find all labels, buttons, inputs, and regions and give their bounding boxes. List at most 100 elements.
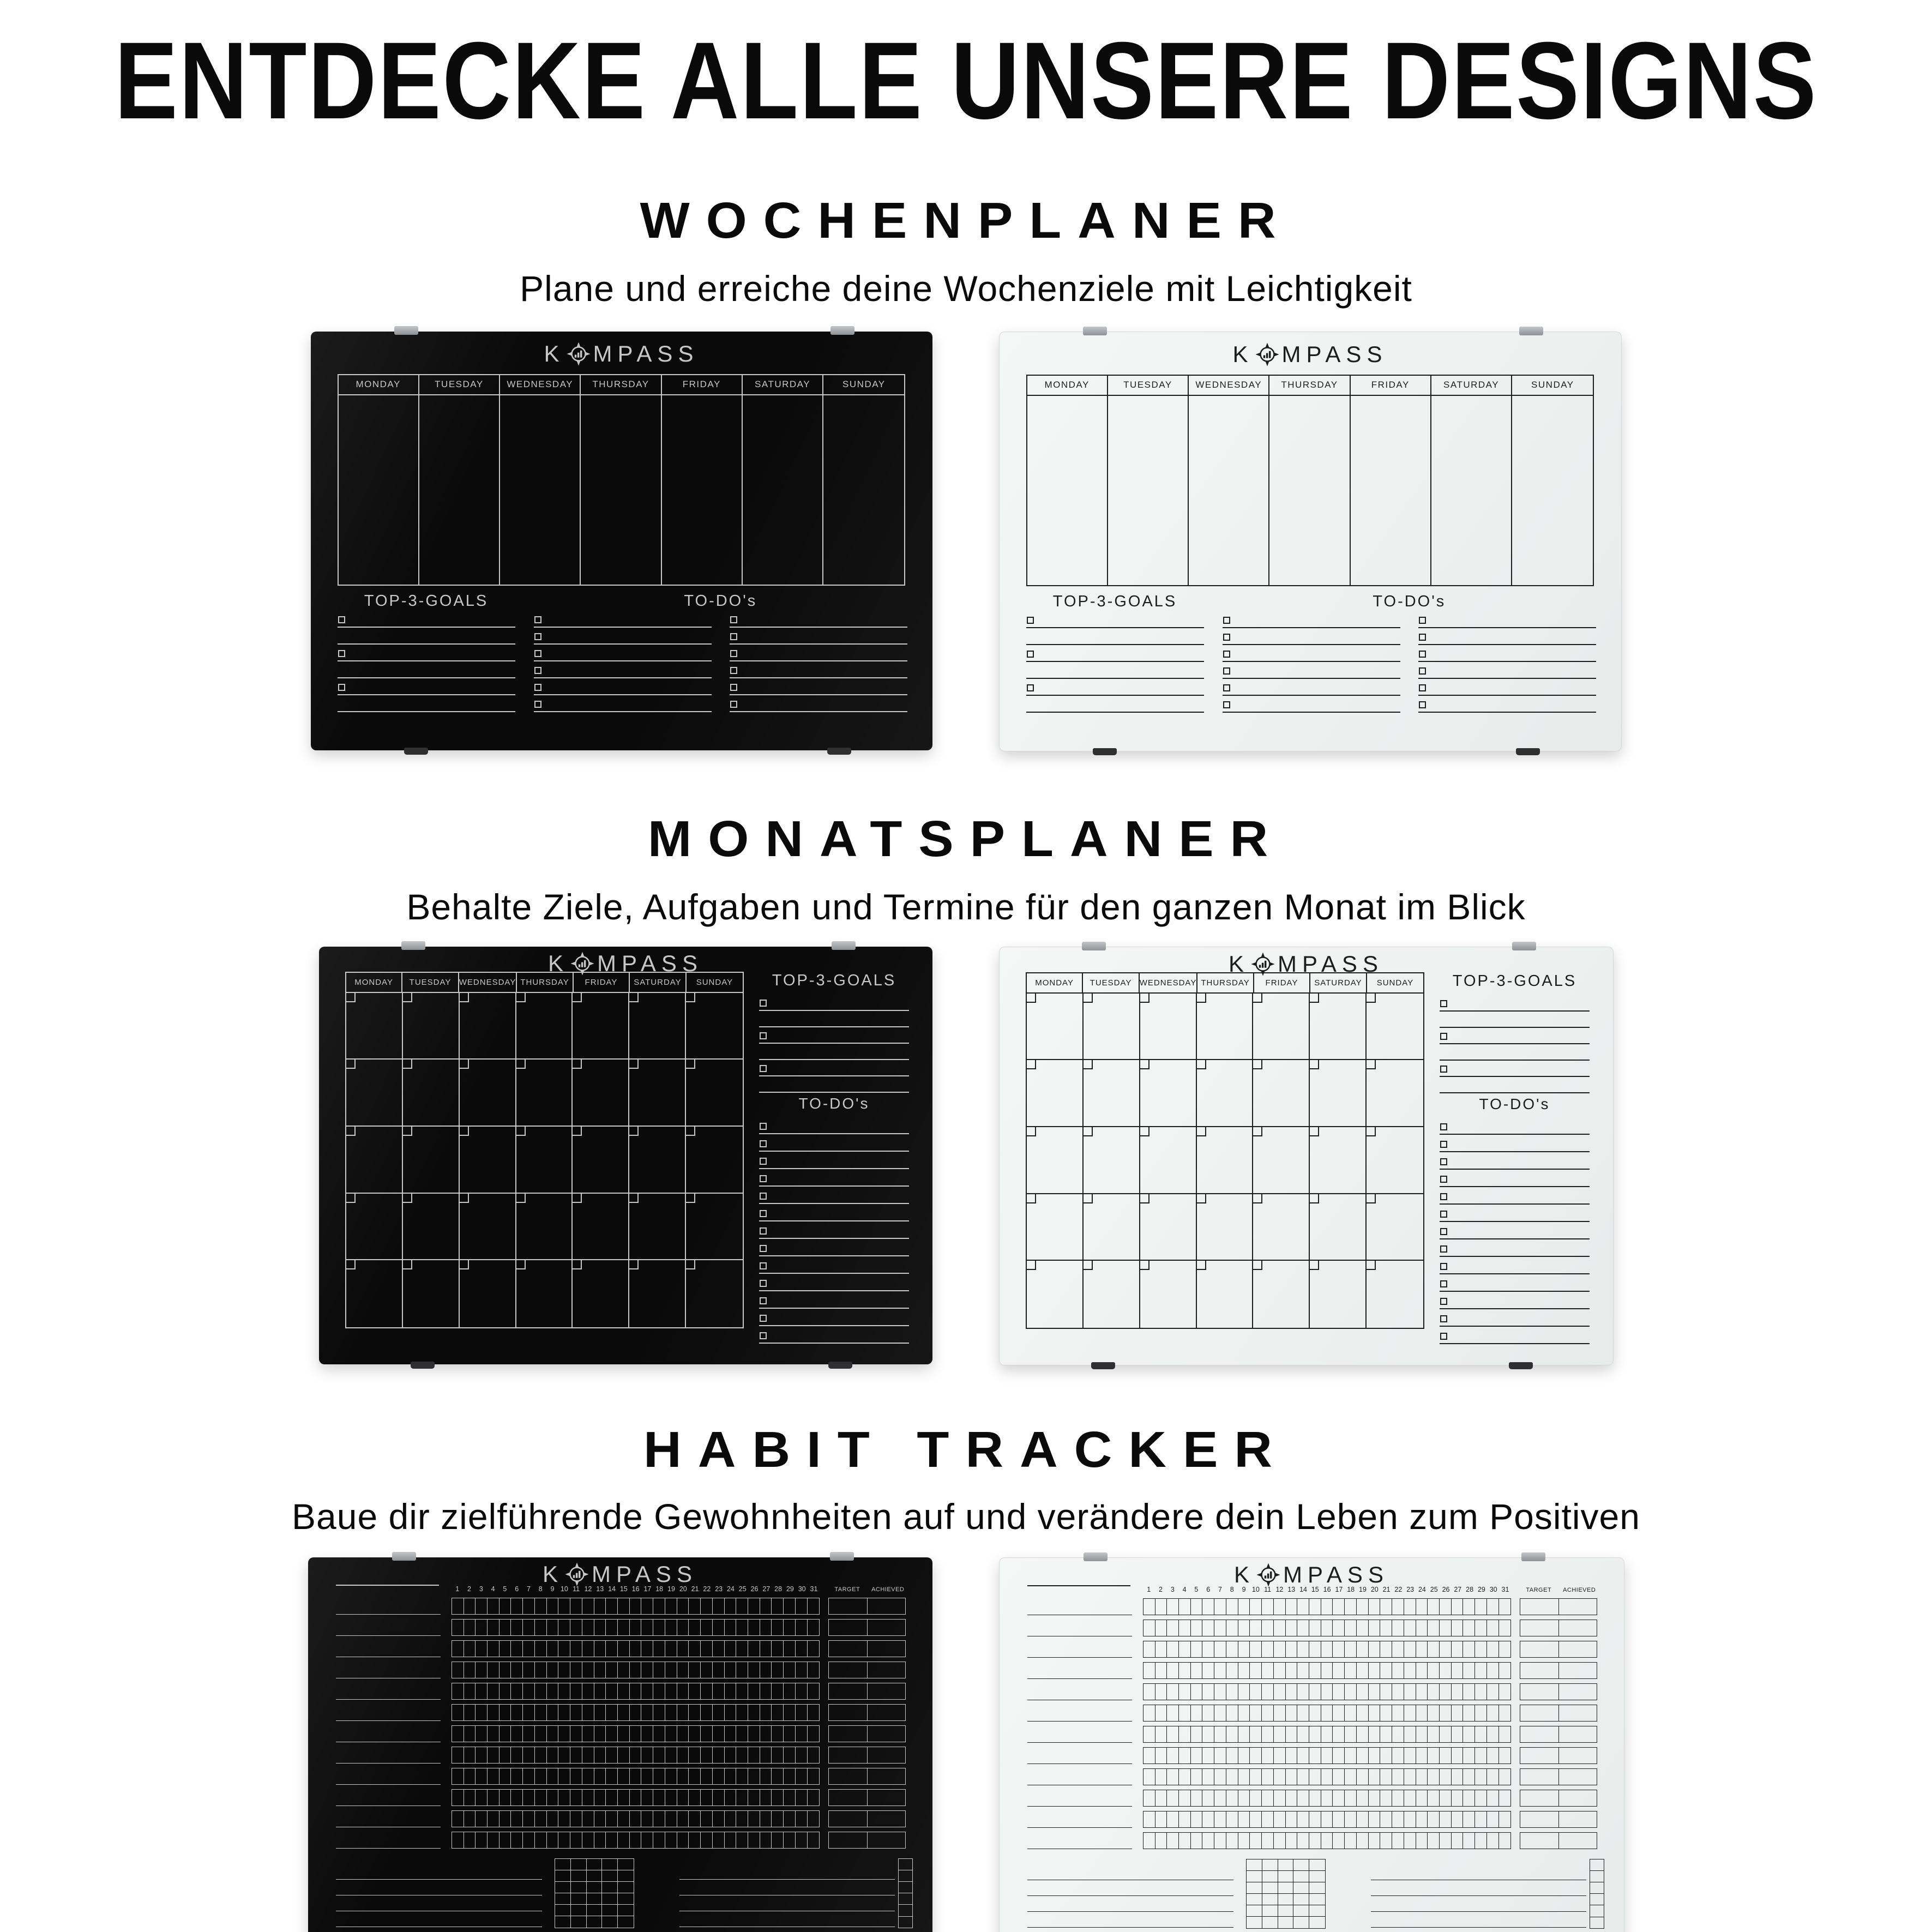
day-cell [1321, 1726, 1333, 1742]
day-number: 27 [762, 1585, 771, 1593]
writing-line [759, 1326, 909, 1344]
brand-letter: K [1229, 950, 1250, 977]
date-corner-box [1196, 1127, 1206, 1136]
day-cell [499, 1725, 511, 1742]
day-cell [1463, 1598, 1476, 1615]
date-corner-box [459, 992, 469, 1002]
day-cell [547, 1810, 559, 1827]
day-cell [784, 1725, 796, 1742]
writing-line [1440, 1239, 1590, 1257]
day-cell [570, 1662, 582, 1678]
day-cell [547, 1704, 559, 1720]
day-cell [1416, 1641, 1428, 1657]
side-box [898, 1893, 913, 1905]
day-header-monday: MONDAY [346, 972, 403, 992]
day-cell [1179, 1747, 1191, 1764]
day-cell [570, 1619, 582, 1635]
day-cell [1179, 1832, 1191, 1849]
date-cell [459, 992, 516, 1060]
habit-name-line [336, 1805, 441, 1806]
date-corner-box [686, 992, 696, 1002]
summary-cell [570, 1893, 587, 1905]
date-corner-box [1196, 993, 1206, 1003]
day-cell [1309, 1832, 1321, 1849]
day-cell [523, 1683, 535, 1699]
day-cell [547, 1640, 559, 1657]
day-number: 14 [608, 1585, 616, 1593]
day-cell [1274, 1747, 1286, 1764]
writing-line [759, 1027, 909, 1044]
day-cell [499, 1789, 511, 1805]
target-box [828, 1597, 868, 1615]
day-cell [476, 1704, 488, 1720]
checkbox [1418, 667, 1426, 675]
date-corner-box [686, 1193, 696, 1203]
writing-line [759, 1256, 909, 1274]
day-cell [1440, 1598, 1452, 1615]
day-cell [464, 1683, 476, 1699]
day-cell [618, 1619, 630, 1635]
tracker-row [308, 1831, 932, 1849]
day-cell [594, 1747, 606, 1763]
checkbox [760, 1262, 767, 1269]
day-number-row: 1 2 3 4 5 6 7 8 9 10 11 12 13 14 15 16 17 18 19 20 21 22 23 24 2… [452, 1586, 820, 1593]
day-cell [1274, 1768, 1286, 1785]
day-cell [1499, 1620, 1511, 1636]
day-cell [701, 1747, 713, 1763]
day-cell [701, 1768, 713, 1784]
brand-logo: K MPASS [311, 341, 932, 366]
day-cell [1380, 1705, 1393, 1721]
summary-cell [1246, 1870, 1262, 1882]
day-number: 20 [679, 1585, 687, 1593]
day-cell [1452, 1768, 1464, 1785]
checkbox [760, 1227, 767, 1235]
achieved-box [1558, 1768, 1598, 1785]
tracker-rows [308, 1597, 932, 1853]
date-cell [573, 992, 630, 1060]
target-box [828, 1831, 868, 1849]
achieved-box [867, 1831, 906, 1849]
day-cell [1321, 1747, 1333, 1764]
day-header-thursday: THURSDAY [581, 375, 662, 394]
day-cell [558, 1683, 571, 1699]
day-cell [1357, 1811, 1369, 1827]
day-header-tuesday: TUESDAY [402, 972, 459, 992]
summary-cell [1293, 1893, 1310, 1905]
writing-line [679, 1880, 895, 1895]
day-cell [1167, 1598, 1179, 1615]
summary-cell [1278, 1870, 1294, 1882]
day-cell [1333, 1641, 1345, 1657]
day-cell [1333, 1832, 1345, 1849]
day-cell [1297, 1598, 1310, 1615]
day-cell [1286, 1620, 1298, 1636]
day-cell [1463, 1641, 1476, 1657]
day-cell [701, 1832, 713, 1848]
day-cell [606, 1683, 618, 1699]
summary-cell [1293, 1905, 1310, 1917]
date-cell [1140, 1127, 1197, 1194]
writing-line [1418, 679, 1596, 696]
date-cell [1083, 1127, 1140, 1194]
todos-label: TO-DO's [1373, 592, 1446, 610]
day-cell [535, 1640, 547, 1657]
brand-letter: K [544, 340, 565, 366]
habit-name-line [1027, 1827, 1133, 1828]
checkbox [760, 1157, 767, 1165]
day-cell [736, 1725, 749, 1742]
day-number: 31 [1501, 1585, 1509, 1593]
section-habit-tracker: HABIT TRACKER Baue dir zielführende Gewo… [0, 1424, 1932, 1932]
day-cell [1487, 1726, 1499, 1742]
day-cell [476, 1747, 488, 1763]
day-cell [665, 1619, 677, 1635]
day-cell [618, 1747, 630, 1763]
day-cell [570, 1704, 582, 1720]
score-boxes [1520, 1725, 1598, 1743]
day-cell [653, 1768, 665, 1784]
day-cell [736, 1662, 749, 1678]
day-cell [1333, 1683, 1345, 1700]
tracker-rows [1000, 1598, 1624, 1853]
day-cell [784, 1598, 796, 1614]
day-cell [1226, 1641, 1238, 1657]
day-cell [558, 1725, 571, 1742]
day-cell [630, 1598, 642, 1614]
